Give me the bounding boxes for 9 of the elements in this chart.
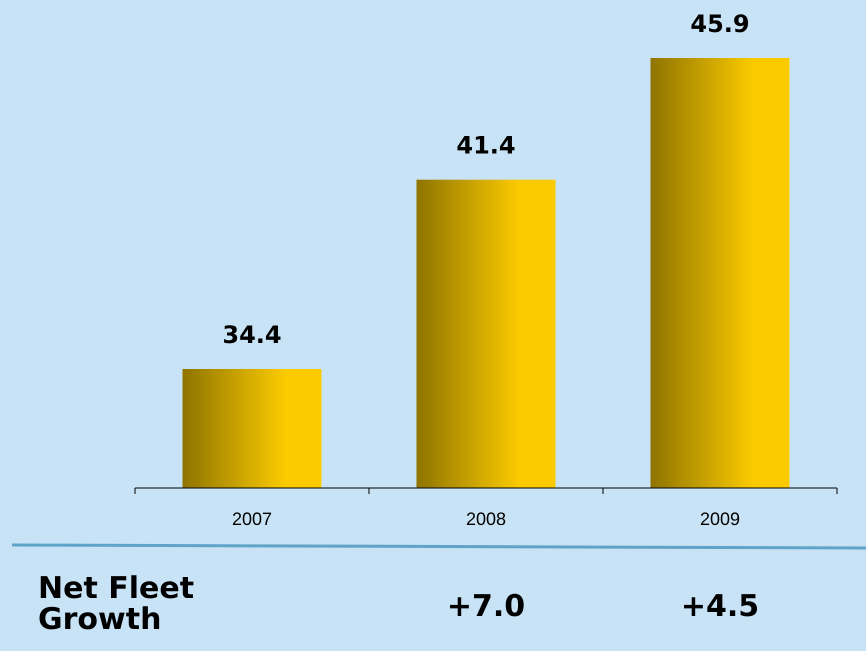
data-label: 34.4 bbox=[222, 321, 282, 350]
data-label: 41.4 bbox=[456, 132, 516, 160]
text: +4.5 bbox=[680, 589, 760, 624]
data-label: 45.9 bbox=[690, 10, 750, 38]
text: +7.0 bbox=[446, 589, 526, 624]
text: Net Fleet Growth bbox=[38, 571, 194, 637]
x-tick-label: 2007 bbox=[232, 509, 272, 529]
x-tick-label: 2009 bbox=[700, 509, 740, 529]
x-tick-label: 2008 bbox=[466, 509, 506, 529]
